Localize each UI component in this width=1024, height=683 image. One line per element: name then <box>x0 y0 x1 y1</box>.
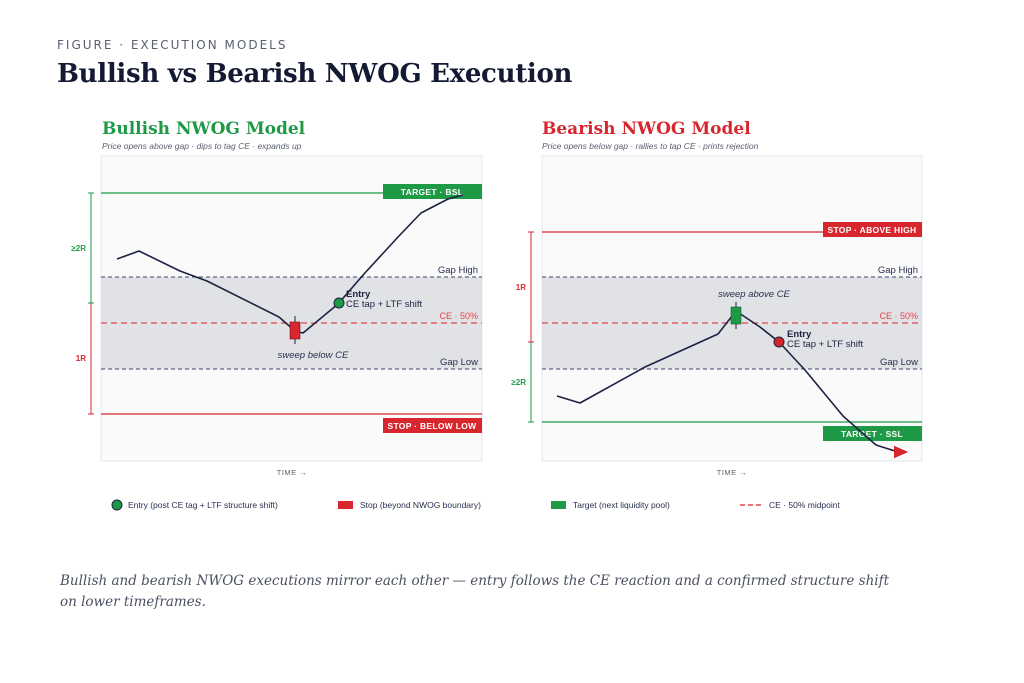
legend-stop-swatch <box>338 501 353 509</box>
bullish-ce-label: CE · 50% <box>439 311 478 321</box>
legend-target-swatch <box>551 501 566 509</box>
bullish-gap-high-label: Gap High <box>438 265 478 276</box>
legend-stop-label: Stop (beyond NWOG boundary) <box>360 500 481 510</box>
bearish-risk-label: 1R <box>516 283 526 292</box>
bullish-entry-title: Entry <box>346 289 371 300</box>
bullish-risk-label: 1R <box>76 354 86 363</box>
bullish-time-axis-label: TIME → <box>277 468 308 477</box>
bearish-price-path <box>556 310 909 459</box>
bullish-reward-label: ≥2R <box>71 244 86 253</box>
bullish-sweep-label: sweep below CE <box>278 350 349 361</box>
bullish-sweep-candle <box>289 321 301 340</box>
bullish-stop-badge <box>383 418 482 433</box>
legend-entry-swatch <box>111 499 123 511</box>
bearish-entry-title: Entry <box>787 329 812 340</box>
bearish-time-axis-label: TIME → <box>717 468 748 477</box>
bearish-target-label: TARGET · SSL <box>841 429 903 439</box>
bullish-gap-low-label: Gap Low <box>440 357 478 368</box>
bullish-panel: Bullish NWOG Model Price opens above gap… <box>71 119 483 477</box>
legend-ce-label: CE · 50% midpoint <box>769 500 841 510</box>
bullish-subtitle: Price opens above gap · dips to tag CE ·… <box>102 141 302 151</box>
bearish-title: Bearish NWOG Model <box>542 119 751 139</box>
bearish-target-badge <box>823 426 922 441</box>
legend-entry-label: Entry (post CE tag + LTF structure shift… <box>128 500 278 510</box>
bearish-sweep-candle <box>730 306 742 325</box>
bullish-target-badge <box>383 184 482 199</box>
bearish-reward-label: ≥2R <box>511 378 526 387</box>
bearish-stop-badge <box>823 222 922 237</box>
bullish-title: Bullish NWOG Model <box>102 119 306 139</box>
bearish-subtitle: Price opens below gap · rallies to tap C… <box>542 141 759 151</box>
bearish-sweep-label: sweep above CE <box>718 289 790 300</box>
bullish-entry-detail: CE tap + LTF shift <box>346 299 422 310</box>
bullish-stop-label: STOP · BELOW LOW <box>387 421 477 431</box>
bearish-entry-detail: CE tap + LTF shift <box>787 339 863 350</box>
bearish-ce-label: CE · 50% <box>879 311 918 321</box>
bullish-target-label: TARGET · BSL <box>401 187 463 197</box>
figure-caption: Bullish and bearish NWOG executions mirr… <box>60 573 890 610</box>
legend: Entry (post CE tag + LTF structure shift… <box>111 499 841 511</box>
bearish-gap-high-label: Gap High <box>878 265 918 276</box>
legend-target-label: Target (next liquidity pool) <box>573 500 670 510</box>
bullish-price-path <box>116 194 464 334</box>
bearish-entry-marker <box>773 336 785 348</box>
bearish-panel: Bearish NWOG Model Price opens below gap… <box>511 119 923 477</box>
bearish-stop-label: STOP · ABOVE HIGH <box>827 225 916 235</box>
figure-eyebrow: FIGURE · EXECUTION MODELS <box>57 38 288 52</box>
bearish-gap-low-label: Gap Low <box>880 357 918 368</box>
bullish-entry-marker <box>333 297 345 309</box>
figure-title: Bullish vs Bearish NWOG Execution <box>57 59 573 89</box>
